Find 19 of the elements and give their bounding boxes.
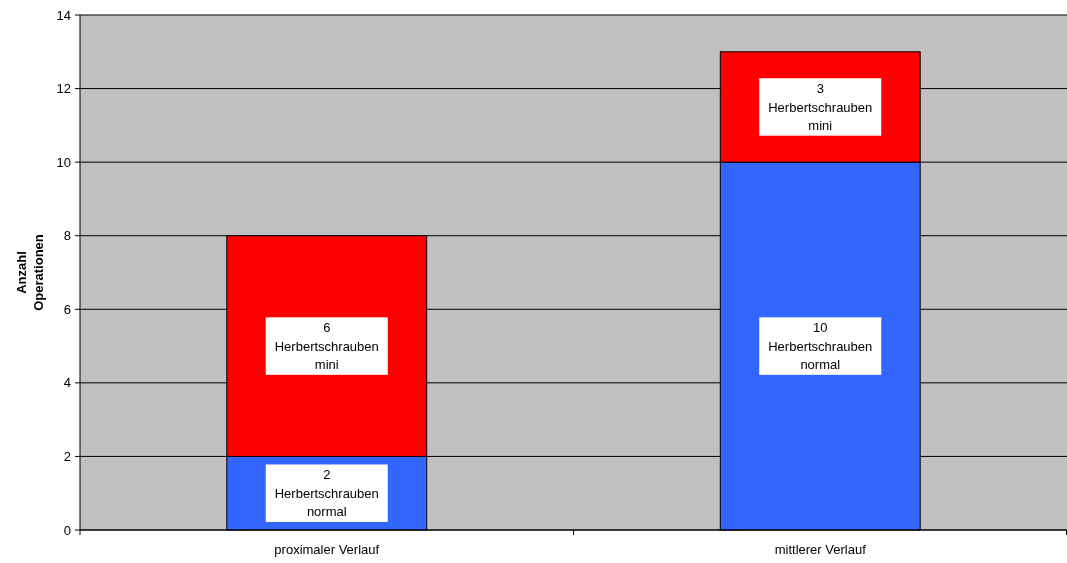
y-tick-label: 10 <box>56 154 71 170</box>
data-label: 10 <box>813 320 828 336</box>
y-tick-label: 8 <box>63 228 71 244</box>
x-tick-label: mittlerer Verlauf <box>774 542 867 557</box>
y-tick-label: 0 <box>63 522 71 538</box>
data-label: 3 <box>816 81 824 97</box>
y-tick-label: 6 <box>63 301 71 317</box>
text: Herbertschrauben mini <box>274 338 379 373</box>
y-tick-label: 4 <box>63 375 71 391</box>
y-tick-label: 12 <box>56 81 71 97</box>
data-label: 6 <box>323 320 331 336</box>
y-axis-title: Anzahl Operationen <box>14 234 46 311</box>
y-tick-label: 2 <box>63 448 71 464</box>
series-label: Herbertschrauben normal <box>274 485 379 520</box>
text: Herbertschrauben normal <box>768 338 873 373</box>
data-label: 2 <box>323 467 331 483</box>
y-tick-label: 14 <box>56 7 71 23</box>
series-label: Herbertschrauben mini <box>768 99 873 134</box>
x-tick-label: proximaler Verlauf <box>274 542 380 557</box>
